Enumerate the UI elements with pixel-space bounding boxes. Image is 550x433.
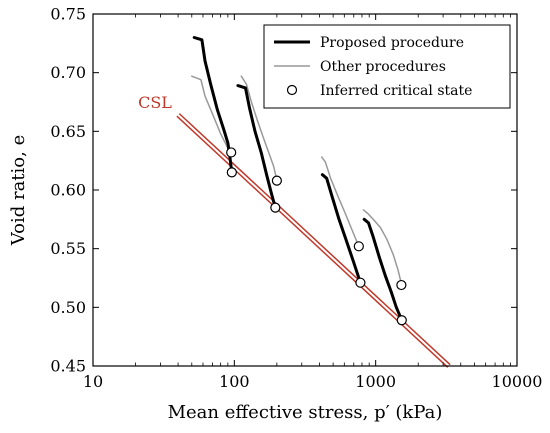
y-tick-label-0.70: 0.70 [50,63,86,82]
x-tick-label-10: 10 [83,372,103,391]
critical-state-line [176,113,451,368]
legend-label-other: Other procedures [320,59,446,75]
other-curve-4 [362,209,403,285]
critical-point-8 [396,315,407,326]
series-layer [191,36,404,322]
other-curve-1 [191,75,231,154]
legend-label-proposed: Proposed procedure [320,35,464,51]
x-axis-label: Mean effective stress, p′ (kPa) [168,402,443,423]
y-axis-label: Void ratio, e [8,135,29,246]
proposed-curve-2 [236,84,277,210]
critical-point-7 [396,279,407,291]
y-tick-label-0.45: 0.45 [50,357,86,376]
legend-label-critical: Inferred critical state [320,83,472,99]
other-curve-2 [240,75,278,182]
y-tick-label-0.50: 0.50 [50,298,86,317]
proposed-curve-4 [362,217,404,322]
critical-points [226,147,407,326]
y-tick-label-0.75: 0.75 [50,5,86,24]
critical-point-1 [226,147,237,158]
critical-point-4 [270,202,281,213]
legend-marker-critical [286,84,298,96]
csl-line-inner [177,114,450,367]
csl-label: CSL [138,93,172,112]
x-tick-label-1000: 1000 [355,372,396,391]
critical-point-6 [355,277,366,288]
critical-point-3 [271,175,282,186]
x-tick-label-100: 100 [219,372,250,391]
other-curve-3 [320,156,360,248]
critical-point-2 [226,167,237,178]
legend: Proposed procedure Other procedures Inferr… [263,24,511,109]
critical-point-5 [353,241,364,252]
proposed-curve-3 [320,173,362,285]
y-tick-label-0.55: 0.55 [50,239,86,258]
y-tick-label-0.65: 0.65 [50,122,86,141]
x-tick-label-10000: 10000 [492,372,543,391]
axes: 10 100 1000 10000 0.45 0.50 0.55 0.60 0.65 0.70 0.… [50,5,542,392]
y-tick-label-0.60: 0.60 [50,181,86,200]
